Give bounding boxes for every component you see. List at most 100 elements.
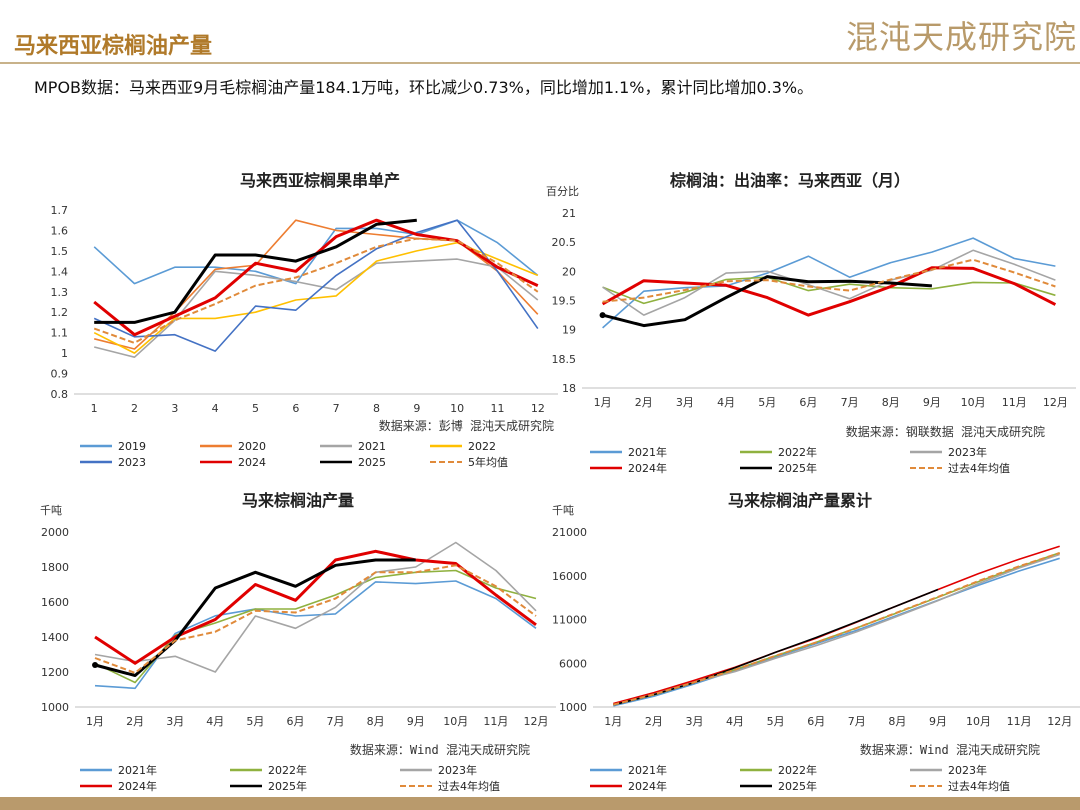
x-tick-label: 2月 bbox=[645, 715, 663, 728]
x-tick-label: 11月 bbox=[1007, 715, 1032, 728]
x-tick-label: 10月 bbox=[966, 715, 991, 728]
x-tick-label: 1月 bbox=[604, 715, 622, 728]
legend-label: 5年均值 bbox=[468, 455, 508, 469]
y-tick-label: 0.8 bbox=[51, 388, 69, 401]
y-tick-label: 21 bbox=[562, 207, 576, 220]
series-line bbox=[613, 588, 939, 706]
x-tick-label: 2 bbox=[131, 402, 138, 415]
series-line bbox=[94, 564, 537, 674]
series-start-marker bbox=[599, 312, 606, 319]
x-tick-label: 12月 bbox=[523, 715, 548, 728]
y-tick-label: 20.5 bbox=[552, 236, 577, 249]
y-tick-label: 1.7 bbox=[51, 204, 69, 217]
series-line bbox=[94, 218, 417, 324]
y-tick-label: 20 bbox=[562, 265, 576, 278]
x-tick-label: 6 bbox=[292, 402, 299, 415]
series-line bbox=[602, 237, 1056, 329]
x-tick-label: 4月 bbox=[206, 715, 224, 728]
series-line bbox=[613, 552, 1061, 706]
legend-label: 2022年 bbox=[778, 445, 817, 459]
y-tick-label: 18.5 bbox=[552, 353, 577, 366]
y-tick-label: 1.5 bbox=[51, 245, 69, 258]
y-tick-label: 1 bbox=[61, 347, 68, 360]
series-line bbox=[602, 275, 933, 328]
y-tick-label: 1200 bbox=[41, 666, 69, 679]
legend-label: 2024年 bbox=[628, 461, 667, 475]
x-tick-label: 5月 bbox=[767, 715, 785, 728]
data-source: 数据来源：彭博 混沌天成研究院 bbox=[379, 418, 554, 433]
series-start-marker bbox=[92, 662, 99, 668]
legend-label: 2022年 bbox=[778, 763, 817, 777]
x-tick-label: 11月 bbox=[483, 715, 508, 728]
legend-label: 2021年 bbox=[628, 445, 667, 459]
legend-label: 2024年 bbox=[118, 779, 157, 793]
x-tick-label: 12 bbox=[531, 402, 545, 415]
x-tick-label: 1月 bbox=[86, 715, 104, 728]
legend-label: 2024 bbox=[238, 456, 266, 469]
legend-label: 2021年 bbox=[118, 763, 157, 777]
summary-text: MPOB数据：马来西亚9月毛棕榈油产量184.1万吨，环比减少0.73%，同比增… bbox=[34, 78, 814, 97]
x-tick-label: 5 bbox=[252, 402, 259, 415]
x-tick-label: 7月 bbox=[848, 715, 866, 728]
y-axis-unit: 千吨 bbox=[552, 504, 574, 517]
legend-label: 过去4年均值 bbox=[438, 779, 500, 793]
x-tick-label: 6月 bbox=[807, 715, 825, 728]
x-tick-label: 12月 bbox=[1043, 396, 1068, 409]
y-tick-label: 1000 bbox=[559, 701, 587, 714]
legend-label: 过去4年均值 bbox=[948, 779, 1010, 793]
y-tick-label: 1.1 bbox=[51, 327, 69, 340]
chart-title: 马来棕榈油产量 bbox=[242, 491, 354, 510]
legend-label: 2021年 bbox=[628, 763, 667, 777]
series-line bbox=[613, 557, 1060, 707]
data-source: 数据来源：钢联数据 混沌天成研究院 bbox=[846, 424, 1045, 439]
header-divider bbox=[0, 62, 1080, 64]
y-tick-label: 1.3 bbox=[51, 286, 69, 299]
x-tick-label: 2月 bbox=[635, 396, 653, 409]
y-tick-label: 0.9 bbox=[51, 368, 69, 381]
x-tick-label: 1 bbox=[91, 402, 98, 415]
chart-title: 马来西亚棕榈果串单产 bbox=[240, 171, 400, 190]
legend-label: 2019 bbox=[118, 440, 146, 453]
series-line bbox=[94, 549, 537, 665]
x-tick-label: 3 bbox=[171, 402, 178, 415]
data-source: 数据来源：Wind 混沌天成研究院 bbox=[350, 742, 530, 757]
y-tick-label: 19.5 bbox=[552, 295, 577, 308]
legend-label: 2023 bbox=[118, 456, 146, 469]
brand-logo: 混沌天成研究院 bbox=[846, 18, 1078, 56]
x-tick-label: 10月 bbox=[961, 396, 986, 409]
x-tick-label: 4 bbox=[212, 402, 219, 415]
x-tick-label: 7月 bbox=[327, 715, 345, 728]
x-tick-label: 1月 bbox=[594, 396, 612, 409]
x-tick-label: 3月 bbox=[166, 715, 184, 728]
x-tick-label: 7 bbox=[333, 402, 340, 415]
legend-label: 2023年 bbox=[948, 445, 987, 459]
y-tick-label: 18 bbox=[562, 382, 576, 395]
legend-label: 2022年 bbox=[268, 763, 307, 777]
x-tick-label: 12月 bbox=[1047, 715, 1072, 728]
x-tick-label: 9月 bbox=[923, 396, 941, 409]
legend-label: 2020 bbox=[238, 440, 266, 453]
y-tick-label: 21000 bbox=[552, 526, 587, 539]
series-line bbox=[602, 249, 1056, 316]
x-tick-label: 8月 bbox=[367, 715, 385, 728]
x-tick-label: 11月 bbox=[1002, 396, 1027, 409]
legend-label: 2025 bbox=[358, 456, 386, 469]
y-tick-label: 16000 bbox=[552, 570, 587, 583]
x-tick-label: 3月 bbox=[676, 396, 694, 409]
series-line bbox=[93, 219, 539, 352]
series-line bbox=[94, 541, 537, 673]
x-tick-label: 4月 bbox=[726, 715, 744, 728]
x-tick-label: 10月 bbox=[443, 715, 468, 728]
y-tick-label: 1.2 bbox=[51, 306, 69, 319]
y-tick-label: 2000 bbox=[41, 526, 69, 539]
y-tick-label: 1800 bbox=[41, 561, 69, 574]
series-line bbox=[94, 580, 537, 690]
x-tick-label: 8月 bbox=[882, 396, 900, 409]
x-tick-label: 2月 bbox=[126, 715, 144, 728]
y-tick-label: 1.4 bbox=[51, 265, 69, 278]
y-tick-label: 1000 bbox=[41, 701, 69, 714]
x-tick-label: 7月 bbox=[841, 396, 859, 409]
legend-label: 2022 bbox=[468, 440, 496, 453]
x-tick-label: 6月 bbox=[799, 396, 817, 409]
